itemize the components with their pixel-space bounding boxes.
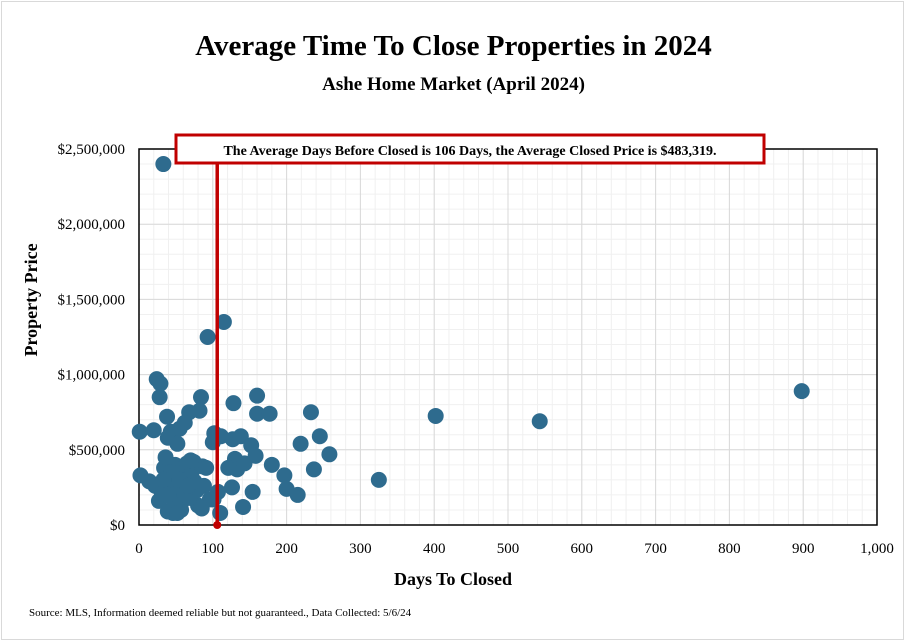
data-point <box>249 405 266 422</box>
data-point <box>289 486 306 503</box>
data-point <box>155 156 172 173</box>
y-tick-label: $1,500,000 <box>58 292 126 308</box>
data-point <box>145 422 162 439</box>
data-point <box>159 408 176 425</box>
data-point <box>131 423 148 440</box>
chart-subtitle: Ashe Home Market (April 2024) <box>322 74 585 95</box>
x-tick-label: 800 <box>718 541 741 557</box>
x-tick-label: 400 <box>423 541 446 557</box>
data-point <box>160 486 177 503</box>
data-point <box>370 471 387 488</box>
x-axis-tick-labels: 0 100 200 300 400 500 600 700 800 900 1,000 <box>135 541 894 557</box>
y-tick-label: $1,000,000 <box>58 368 126 384</box>
data-point <box>427 407 444 424</box>
x-tick-label: 300 <box>349 541 372 557</box>
average-days-marker <box>213 521 222 529</box>
y-tick-label: $2,500,000 <box>58 142 126 158</box>
data-point <box>263 456 280 473</box>
data-point <box>311 428 328 445</box>
x-axis-label: Days To Closed <box>394 569 512 589</box>
data-point <box>169 504 186 521</box>
annotation-box <box>174 133 766 165</box>
data-point <box>321 446 338 463</box>
data-point <box>199 329 216 345</box>
data-point <box>292 435 309 452</box>
data-point <box>155 471 172 488</box>
y-tick-label: $500,000 <box>69 443 125 459</box>
data-point <box>191 402 208 419</box>
data-point <box>531 413 548 430</box>
data-point <box>244 483 261 500</box>
x-tick-label: 0 <box>135 541 143 557</box>
x-tick-label: 700 <box>644 541 667 557</box>
y-tick-label: $0 <box>110 518 125 534</box>
data-point <box>212 504 229 521</box>
data-point <box>169 435 186 452</box>
data-point <box>232 428 249 445</box>
data-point <box>215 313 232 330</box>
data-point <box>793 383 810 400</box>
data-point <box>235 498 252 515</box>
data-point <box>305 461 322 478</box>
y-tick-label: $2,000,000 <box>58 217 126 233</box>
data-point <box>151 389 168 406</box>
data-point <box>198 459 215 476</box>
x-tick-label: 200 <box>275 541 298 557</box>
data-point <box>225 395 242 412</box>
x-tick-label: 1,000 <box>860 541 894 557</box>
data-point <box>302 404 319 421</box>
source-note: Source: MLS, Information deemed reliable… <box>29 607 412 619</box>
data-point <box>193 500 210 517</box>
scatter-points <box>131 156 810 521</box>
data-point <box>276 467 293 484</box>
x-tick-label: 500 <box>497 541 520 557</box>
y-axis-label: Property Price <box>21 243 41 356</box>
data-point <box>249 387 266 404</box>
data-point <box>236 455 253 472</box>
x-tick-label: 900 <box>792 541 815 557</box>
data-point <box>192 389 209 406</box>
data-point <box>179 477 196 494</box>
data-point <box>152 375 169 392</box>
y-axis-tick-labels: $0 $500,000 $1,000,000 $1,500,000 $2,000,000… <box>58 142 126 534</box>
data-point <box>223 479 240 496</box>
data-point <box>182 452 199 469</box>
annotation-text: The Average Days Before Closed is 106 Da… <box>223 144 716 159</box>
x-tick-label: 100 <box>202 541 225 557</box>
x-tick-label: 600 <box>571 541 594 557</box>
chart-title: Average Time To Close Properties in 2024 <box>195 30 712 62</box>
data-point <box>176 414 193 431</box>
data-point <box>261 405 278 422</box>
